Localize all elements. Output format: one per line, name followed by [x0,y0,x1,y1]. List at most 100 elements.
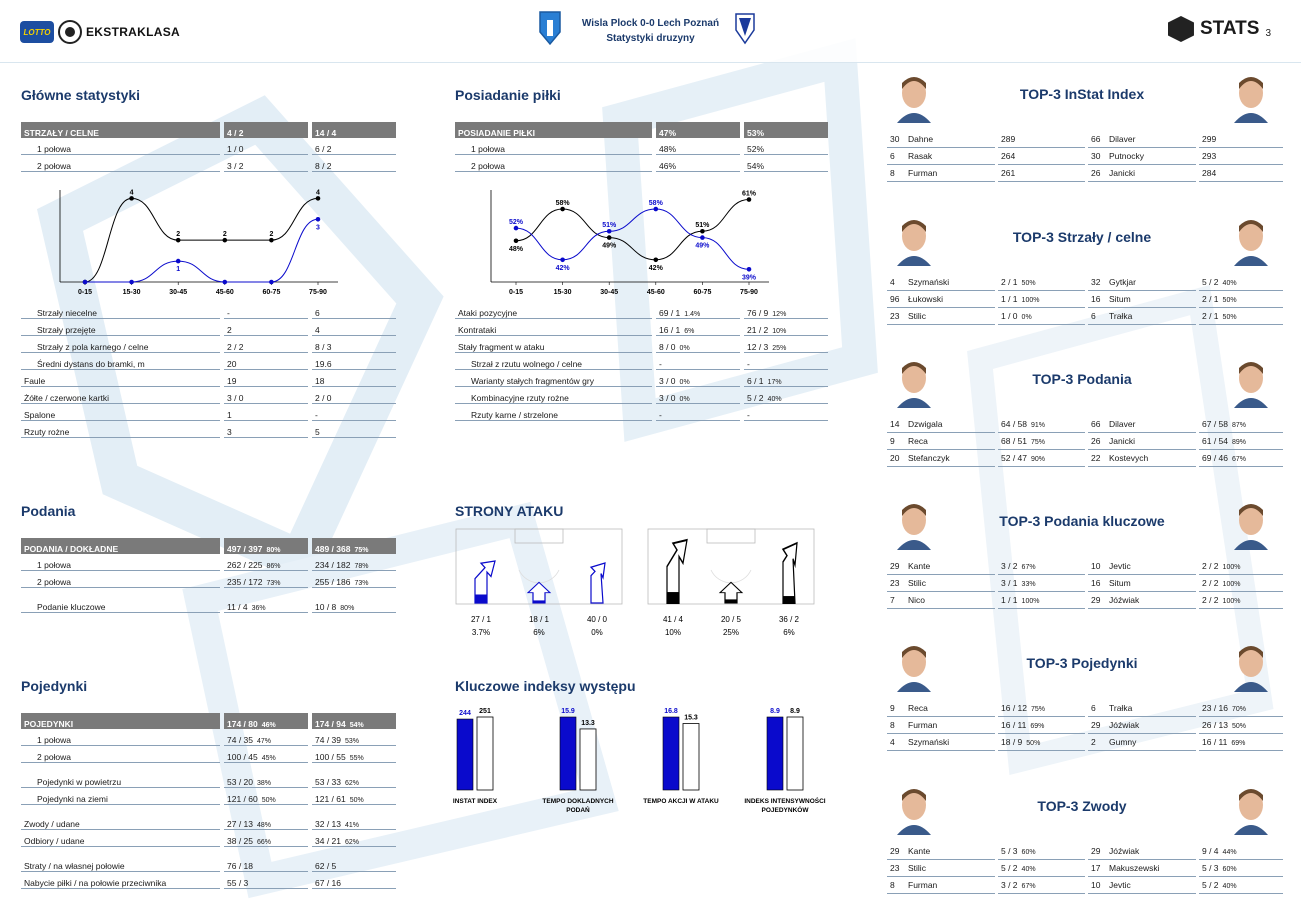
player-name: Dilaver [1106,131,1196,148]
attack-percent: 25% [723,628,739,637]
value: 1 / 1 [1001,595,1018,605]
player-value: 16 / 11 69% [998,717,1085,734]
data-point [175,258,181,264]
data-label: 1 [176,266,180,273]
percent: 100% [1021,297,1040,304]
data-label: 58% [649,200,664,207]
value: 67 / 58 [1202,419,1228,429]
row-label: Pojedynki w powietrzu [21,771,220,788]
percent: 66% [257,839,272,846]
player-value: 5 / 3 60% [998,843,1085,860]
player-number: 8 [887,717,905,734]
percent: 0% [1021,314,1032,321]
player-row: 4 Szymański 2 / 1 50% 32 Gytkjar 5 / 2 40% [887,274,1283,291]
bar-away [579,728,597,791]
player-value: 16 / 11 69% [1199,734,1283,751]
bar-label-home: 16.8 [664,708,678,715]
player-number: 66 [1088,416,1106,433]
player-value: 5 / 2 40% [1199,877,1283,894]
player-avatar-left [897,220,931,266]
duels-table: POJEDYNKI 174 / 80 46% 174 / 94 54% 1 połowa 7… [21,713,396,889]
player-value: 289 [998,131,1085,148]
row-label: Żółte / czerwone kartki [21,387,220,404]
shirt [1234,825,1268,835]
data-label: 39% [742,274,757,281]
bar-label-away: 8.9 [790,708,800,715]
possession-timeline-chart: 0-15 15-30 30-45 45-60 60-75 75-90 48% 58% 49% 42… [490,190,769,296]
value: 1 / 0 [1001,311,1018,321]
x-tick-label: 30-45 [169,289,187,296]
bar-label-away: 15.3 [684,715,698,722]
category-label: INSTAT INDEX [453,798,498,805]
table-row: Warianty stałych fragmentów gry 3 / 0 0% 6 … [455,370,828,387]
shirt [1234,682,1268,692]
shirt [897,113,931,123]
value: 100 / 45 [227,752,258,762]
player-number: 17 [1088,860,1106,877]
percent: 100% [1222,598,1241,605]
table-header-row: POJEDYNKI 174 / 80 46% 174 / 94 54% [21,713,396,729]
indices-bar-chart: 244 251 INSTAT INDEX 15.9 13.3 TEMPO DOKLADNY… [453,708,826,814]
top3-title: TOP-3 Zwody [1037,798,1127,814]
header-away: 489 / 368 75% [312,538,396,554]
row-away: 100 / 55 55% [312,746,396,763]
percent: 100% [1021,598,1040,605]
stats-logo: STATS 3 [1167,16,1271,42]
row-home: 3 / 0 0% [656,370,740,387]
player-row: 6 Rasak 264 30 Putnocky 293 [887,148,1283,165]
player-number: 4 [887,734,905,751]
percent: 53% [345,738,360,745]
face [902,790,926,820]
row-away: 6 / 2 [312,138,396,155]
data-point [560,206,565,212]
player-number: 14 [887,416,905,433]
shirt [1234,256,1268,266]
hair [1239,77,1263,89]
value: 9 / 4 [1202,846,1219,856]
arrow-outline [474,560,496,604]
player-row: 8 Furman 261 26 Janicki 284 [887,165,1283,182]
possession-attacks-table: Ataki pozycyjne 69 / 1 1.4% 76 / 9 12% Kontra… [455,302,828,421]
percent: 70% [1232,706,1247,713]
row-away: 19.6 [312,353,396,370]
bar-label-home: 244 [459,710,471,717]
value: 16 / 11 [1202,737,1228,747]
player-avatar-left [897,646,931,692]
percent: 40% [1021,866,1036,873]
value: 5 / 3 [1202,863,1219,873]
player-value: 2 / 1 50% [1199,291,1283,308]
data-point [653,257,659,263]
value: 293 [1202,151,1217,161]
player-value: 284 [1199,165,1283,182]
value: 2 / 2 [1202,595,1219,605]
player-avatar-left [897,504,931,550]
table-row: Straty / na własnej połowie 76 / 18 62 / 5 [21,855,396,872]
hair [902,504,926,516]
header-label: STRZAŁY / CELNE [21,122,220,138]
table-row: Spalone 1- [21,404,396,421]
stats-brand: STATS [1199,18,1260,39]
player-name: Rasak [905,148,995,165]
row-label: Warianty stałych fragmentów gry [455,370,652,387]
table-row: Podanie kluczowe 11 / 4 36% 10 / 8 80% [21,596,396,613]
percent: 48% [257,822,272,829]
player-name: Dzwigala [905,416,995,433]
x-tick-label: 15-30 [554,289,572,296]
table-header-row: PODANIA / DOKŁADNE 497 / 397 80% 489 / 368 7… [21,538,396,554]
table-row: Pojedynki na ziemi 121 / 60 50% 121 / 61 50% [21,788,396,805]
percent: 73% [354,580,369,587]
player-row: 4 Szymański 18 / 9 50% 2 Gumny 16 / 11 69% [887,734,1283,751]
player-value: 26 / 13 50% [1199,717,1283,734]
data-label: 4 [130,189,134,196]
row-away: 74 / 39 53% [312,729,396,746]
indices-title: Kluczowe indeksy występu [455,678,636,694]
row-home: 11 / 4 36% [224,596,308,613]
row-label: Odbiory / udane [21,830,220,847]
value: 5 / 2 [1202,277,1219,287]
arrow-fill [667,592,679,603]
header-away: 14 / 4 [312,122,396,138]
player-number: 6 [887,148,905,165]
attack-count: 20 / 5 [721,615,742,624]
player-value: 1 / 0 0% [998,308,1085,325]
player-name: Gumny [1106,734,1196,751]
